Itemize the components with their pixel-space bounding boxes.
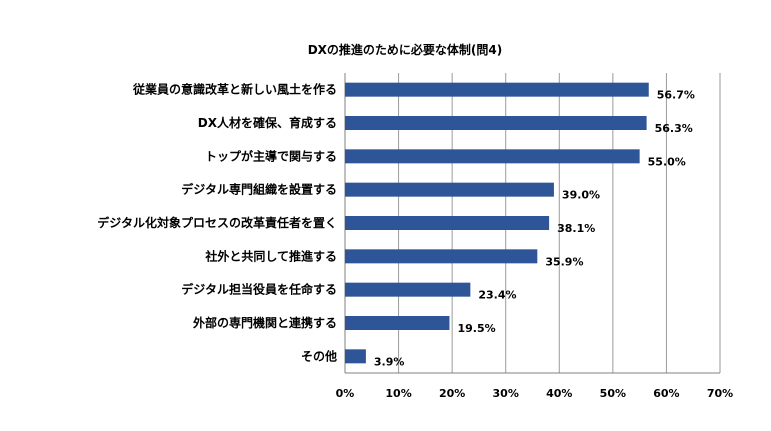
category-label: 社外と共同して推進する	[204, 248, 337, 263]
x-tick-label: 10%	[385, 387, 411, 400]
data-label: 23.4%	[478, 289, 516, 302]
category-labels: 従業員の意識改革と新しい風土を作る DX人材を確保、育成するトップが主導で関与する…	[97, 82, 337, 364]
x-tick-label: 60%	[653, 387, 679, 400]
bar	[345, 282, 471, 297]
category-label: デジタル担当役員を任命する	[181, 282, 337, 297]
data-label: 3.9%	[374, 355, 405, 368]
category-label: トップが主導で関与する	[205, 148, 337, 163]
x-tick-label: 50%	[600, 387, 626, 400]
bar	[345, 149, 640, 164]
data-label: 35.9%	[545, 255, 583, 268]
x-tick-label: 0%	[336, 387, 355, 400]
category-label: デジタル専門組織を設置する	[181, 182, 337, 197]
category-label: デジタル化対象プロセスの改革責任者を置く	[97, 215, 337, 230]
data-label: 56.3%	[655, 122, 693, 135]
data-labels: 56.7% 56.3% 55.0% 39.0% 38.1% 35.9% 23.4% 19.5%…	[374, 89, 695, 369]
chart-title: DXの推進のために必要な体制(問4)	[308, 42, 503, 57]
data-label: 56.7%	[657, 89, 695, 102]
category-label: DX人材を確保、育成する	[198, 115, 337, 130]
bar	[345, 249, 538, 264]
bar	[345, 82, 649, 97]
data-label: 19.5%	[457, 322, 495, 335]
x-tick-label: 70%	[707, 387, 733, 400]
bar	[345, 316, 450, 330]
x-tick-label: 30%	[493, 387, 519, 400]
bar	[345, 216, 550, 230]
category-label: その他	[301, 348, 337, 363]
bars	[345, 82, 649, 364]
data-label: 39.0%	[562, 189, 600, 202]
bar	[345, 182, 554, 197]
x-tick-label: 20%	[439, 387, 465, 400]
data-label: 38.1%	[557, 222, 595, 235]
x-axis-tick-labels: 0% 10% 20% 30% 40% 50% 60% 70%	[336, 387, 734, 400]
category-label: 外部の専門機関と連携する	[193, 315, 337, 330]
data-label: 55.0%	[648, 155, 686, 168]
bar	[345, 116, 647, 130]
category-label: 従業員の意識改革と新しい風土を作る	[132, 82, 337, 97]
x-tick-label: 40%	[546, 387, 572, 400]
bar	[345, 349, 366, 364]
